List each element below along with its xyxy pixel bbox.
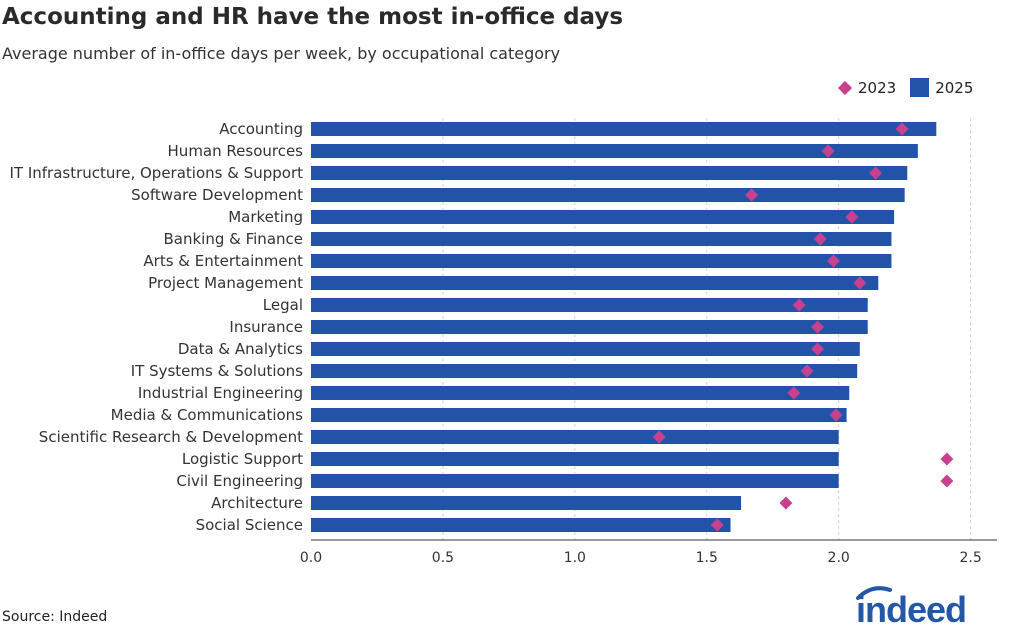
category-label: Human Resources: [168, 142, 304, 160]
indeed-logo: indeed: [856, 586, 967, 630]
x-tick-label: 0.5: [432, 550, 454, 566]
x-tick-label: 1.5: [696, 550, 718, 566]
x-tick-label: 2.0: [828, 550, 850, 566]
category-label: Project Management: [148, 274, 303, 292]
marker-2023: [811, 342, 825, 356]
bar-2025: [311, 518, 731, 532]
category-label: Industrial Engineering: [138, 384, 303, 402]
category-label: Architecture: [211, 494, 303, 512]
bar-2025: [311, 276, 879, 290]
bar-2025: [311, 342, 860, 356]
bar-2025: [311, 188, 905, 202]
chart-title: Accounting and HR have the most in-offic…: [2, 4, 624, 30]
category-label: Banking & Finance: [164, 230, 304, 248]
x-tick-label: 0.0: [300, 550, 322, 566]
category-label: IT Infrastructure, Operations & Support: [9, 164, 303, 182]
bar-2025: [311, 320, 868, 334]
category-label: Legal: [263, 296, 303, 314]
bar-2025: [311, 122, 937, 136]
marker-2023: [710, 518, 724, 532]
marker-2023: [869, 166, 883, 180]
bars: [311, 122, 937, 532]
category-label: Logistic Support: [182, 450, 303, 468]
marker-2023: [853, 276, 867, 290]
marker-2023: [829, 408, 843, 422]
legend-item-2023: 2023: [837, 78, 897, 97]
marker-2023: [745, 188, 759, 202]
legend-square-icon: [910, 78, 930, 97]
marker-2023: [845, 210, 859, 224]
bar-2025: [311, 430, 839, 444]
marker-2023: [787, 386, 801, 400]
bar-2025: [311, 408, 847, 422]
markers: [652, 122, 954, 532]
marker-2023: [895, 122, 909, 136]
marker-2023: [652, 430, 666, 444]
category-label: Accounting: [219, 120, 303, 138]
bar-2025: [311, 298, 868, 312]
legend-label-2023: 2023: [858, 78, 897, 97]
marker-2023: [792, 298, 806, 312]
bar-2025: [311, 364, 858, 378]
bar-2025: [311, 254, 892, 268]
marker-2023: [800, 364, 814, 378]
legend: 2023 2025: [837, 78, 1010, 97]
bar-2025: [311, 144, 918, 158]
category-label: Data & Analytics: [178, 340, 303, 358]
x-tick-label: 1.0: [564, 550, 586, 566]
marker-2023: [940, 452, 954, 466]
marker-2023: [779, 496, 793, 510]
marker-2023: [821, 144, 835, 158]
marker-2023: [813, 232, 827, 246]
legend-label-2025: 2025: [935, 78, 974, 97]
category-label: Scientific Research & Development: [39, 428, 303, 446]
bar-2025: [311, 496, 742, 510]
marker-2023: [826, 254, 840, 268]
logo-arc: [856, 586, 892, 600]
x-tick-label: 2.5: [959, 550, 981, 566]
legend-item-2025: 2025: [910, 78, 973, 97]
source-note: Source: Indeed: [2, 609, 108, 625]
bar-2025: [311, 452, 839, 466]
bar-2025: [311, 386, 850, 400]
category-label: Media & Communications: [111, 406, 304, 424]
category-label: Insurance: [229, 318, 303, 336]
category-label: IT Systems & Solutions: [131, 362, 303, 380]
axes: 0.0 0.5 1.0 1.5 2.0 2.5: [300, 539, 997, 566]
category-label: Software Development: [131, 186, 303, 204]
category-label: Social Science: [196, 516, 303, 534]
marker-2023: [940, 474, 954, 488]
category-label: Civil Engineering: [176, 472, 303, 490]
bar-2025: [311, 210, 895, 224]
bar-2025: [311, 166, 908, 180]
logo-wordmark: indeed: [856, 589, 966, 630]
marker-2023: [811, 320, 825, 334]
category-label: Marketing: [228, 208, 303, 226]
chart-subtitle: Average number of in-office days per wee…: [2, 44, 561, 63]
category-label: Arts & Entertainment: [143, 252, 303, 270]
bar-2025: [311, 232, 892, 246]
category-labels: Accounting Human Resources IT Infrastructu…: [9, 120, 303, 534]
bar-2025: [311, 474, 839, 488]
